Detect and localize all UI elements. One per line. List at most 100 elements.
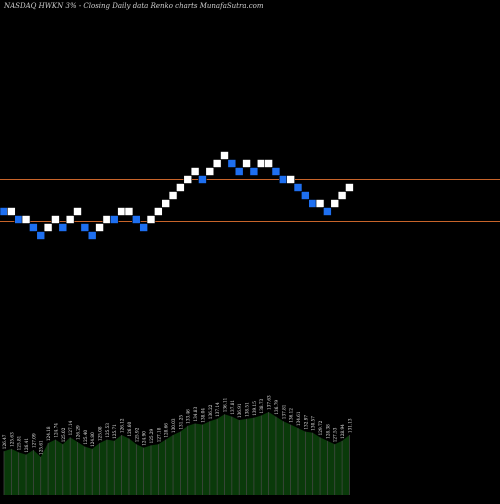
- renko-brick-up: [95, 223, 104, 232]
- volume-value-label: 128.66: [164, 423, 169, 438]
- volume-value-label: 125.40: [83, 430, 88, 445]
- volume-value-label: 126.12: [120, 418, 125, 433]
- volume-value-label: 138.51: [245, 402, 250, 417]
- volume-area: [4, 412, 350, 495]
- volume-value-label: 125.81: [17, 435, 22, 450]
- volume-value-label: 127.09: [31, 433, 36, 448]
- renko-brick-up: [51, 215, 60, 224]
- volume-value-label: 132.97: [303, 415, 308, 430]
- renko-brick-up: [154, 207, 163, 216]
- volume-value-label: 126.29: [76, 425, 81, 440]
- volume-value-label: 128.94: [340, 424, 345, 439]
- renko-brick-up: [330, 199, 340, 208]
- volume-value-label: 130.57: [311, 416, 316, 431]
- renko-brick-up: [190, 167, 200, 176]
- renko-brick-up: [256, 159, 266, 168]
- renko-brick-up: [73, 207, 82, 216]
- volume-value-label: 124.74: [53, 423, 58, 438]
- renko-brick-up: [7, 207, 16, 216]
- renko-brick-up: [65, 215, 75, 224]
- volume-value-label: 126.41: [24, 438, 29, 453]
- volume-value-label: 125.53: [105, 423, 110, 438]
- renko-brick-up: [168, 191, 178, 200]
- volume-value-label: 126.47: [2, 434, 7, 449]
- renko-brick-up: [146, 215, 156, 224]
- chart-title: NASDAQ HWKN 3% - Closing Daily data Renk…: [4, 2, 264, 10]
- renko-brick-down: [308, 199, 318, 208]
- renko-brick-up: [315, 199, 325, 208]
- renko-brick-down: [278, 175, 288, 184]
- volume-value-label: 125.29: [149, 428, 154, 443]
- volume-value-label: 125.92: [134, 427, 139, 442]
- renko-brick-down: [0, 207, 9, 216]
- renko-brick-down: [36, 231, 46, 240]
- renko-brick-down: [271, 167, 281, 176]
- volume-value-label: 134.83: [193, 407, 198, 422]
- renko-brick-up: [117, 207, 126, 216]
- volume-value-label: 137.63: [267, 395, 272, 410]
- volume-value-label: 125.08: [98, 426, 103, 441]
- volume-value-label: 127.53: [333, 427, 338, 442]
- volume-value-label: 126.60: [127, 422, 132, 437]
- renko-brick-down: [132, 215, 141, 224]
- volume-value-label: 125.02: [61, 427, 66, 442]
- volume-value-label: 124.90: [142, 431, 147, 446]
- renko-brick-down: [29, 223, 38, 232]
- renko-brick-down: [14, 215, 23, 224]
- volume-value-label: 134.61: [296, 411, 301, 426]
- volume-value-label: 136.91: [237, 403, 242, 418]
- volume-value-label: 137.81: [230, 400, 235, 415]
- renko-brick-down: [58, 223, 68, 232]
- renko-brick-down: [227, 159, 237, 168]
- renko-brick-up: [205, 167, 215, 176]
- volume-value-label: 127.18: [156, 427, 161, 442]
- renko-brick-up: [124, 207, 134, 216]
- renko-brick-down: [109, 215, 119, 224]
- volume-value-label: 139.15: [252, 401, 257, 416]
- volume-value-label: 136.79: [274, 400, 279, 415]
- volume-value-label: 127.14: [68, 420, 73, 435]
- renko-brick-down: [234, 167, 244, 176]
- volume-value-label: 124.80: [90, 432, 95, 447]
- renko-brick-down: [139, 223, 148, 232]
- renko-brick-down: [323, 207, 332, 216]
- renko-brick-up: [43, 223, 53, 232]
- renko-brick-up: [337, 191, 347, 200]
- renko-brick-down: [198, 175, 207, 184]
- volume-value-label: 125.71: [112, 424, 117, 439]
- renko-brick-down: [293, 183, 303, 192]
- renko-brick-down: [80, 223, 90, 232]
- volume-value-label: 125.63: [9, 432, 14, 447]
- volume-value-label: 129.72: [318, 420, 323, 435]
- volume-value-label: 137.81: [281, 404, 286, 419]
- renko-brick-up: [102, 215, 112, 224]
- volume-value-label: 133.46: [186, 409, 191, 424]
- renko-brick-up: [21, 215, 31, 224]
- volume-value-label: 124.18: [46, 426, 51, 441]
- renko-brick-down: [87, 231, 97, 240]
- volume-value-label: 136.22: [208, 404, 213, 419]
- renko-brick-down: [301, 191, 310, 200]
- volume-value-label: 136.11: [223, 397, 228, 412]
- volume-value-label: 131.13: [347, 418, 352, 433]
- volume-value-label: 136.12: [289, 408, 294, 423]
- renko-brick-up: [286, 175, 295, 184]
- renko-brick-up: [242, 159, 251, 168]
- renko-brick-up: [183, 175, 193, 184]
- renko-brick-up: [264, 159, 273, 168]
- renko-brick-up: [220, 151, 229, 160]
- volume-value-label: 125.61: [39, 440, 44, 455]
- renko-brick-up: [345, 183, 354, 192]
- renko-brick-up: [176, 183, 185, 192]
- renko-brick-up: [161, 199, 170, 208]
- volume-value-label: 128.38: [325, 424, 330, 439]
- renko-brick-up: [212, 159, 222, 168]
- renko-brick-down: [249, 167, 259, 176]
- volume-value-label: 138.04: [200, 408, 205, 423]
- volume-value-label: 137.14: [215, 402, 220, 417]
- volume-value-label: 138.73: [259, 398, 264, 413]
- volume-value-label: 131.25: [178, 415, 183, 430]
- volume-value-label: 130.03: [171, 418, 176, 433]
